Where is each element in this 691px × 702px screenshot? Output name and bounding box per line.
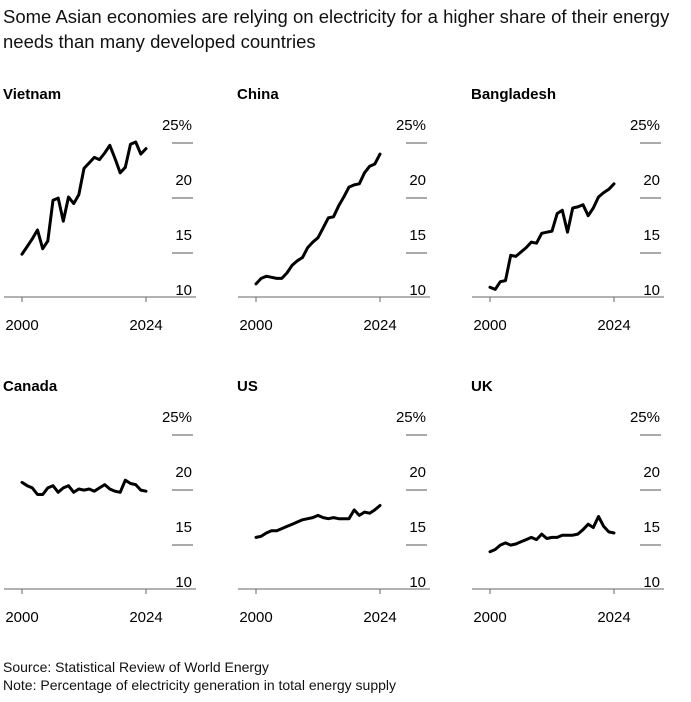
- y-tick-label: 25%: [630, 117, 660, 134]
- y-tick-label: 20: [409, 172, 426, 189]
- y-tick-label: 20: [409, 464, 426, 481]
- source-text: Source: Statistical Review of World Ener…: [3, 659, 269, 675]
- panel-title: Bangladesh: [471, 86, 556, 103]
- panel-title: UK: [471, 378, 493, 395]
- panel-title: China: [237, 86, 279, 103]
- y-tick-label: 15: [643, 227, 660, 244]
- y-tick-label: 25%: [396, 409, 426, 426]
- panel-canada: Canada 10 15 20 25% 2000 2024: [3, 378, 196, 626]
- panel-title: Canada: [3, 378, 58, 395]
- y-tick-label: 10: [643, 574, 660, 591]
- panel-title: Vietnam: [3, 86, 61, 103]
- footer: Source: Statistical Review of World Ener…: [3, 658, 396, 694]
- y-tick-label: 10: [175, 282, 192, 299]
- x-tick-label: 2000: [239, 317, 272, 334]
- y-tick-label: 20: [643, 172, 660, 189]
- y-tick-label: 20: [175, 464, 192, 481]
- note-text: Note: Percentage of electricity generati…: [3, 677, 397, 693]
- x-tick-label: 2000: [5, 609, 38, 626]
- panel-bangladesh: Bangladesh 10 15 20 25% 2000 2024: [471, 86, 664, 334]
- x-tick-label: 2024: [597, 609, 630, 626]
- panel-uk: UK 10 15 20 25% 2000 2024: [471, 378, 664, 626]
- x-tick-label: 2000: [473, 317, 506, 334]
- series-line-canada: [20, 478, 148, 496]
- y-tick-label: 25%: [162, 117, 192, 134]
- y-tick-label: 15: [643, 519, 660, 536]
- series-line-us: [254, 504, 382, 539]
- series-line-uk: [488, 515, 616, 554]
- y-tick-label: 25%: [630, 409, 660, 426]
- y-tick-label: 10: [409, 282, 426, 299]
- y-tick-label: 25%: [396, 117, 426, 134]
- y-tick-label: 10: [643, 282, 660, 299]
- y-tick-label: 15: [409, 519, 426, 536]
- series-line-vietnam: [20, 140, 148, 256]
- y-tick-label: 25%: [162, 409, 192, 426]
- series-line-china: [254, 152, 382, 286]
- x-tick-label: 2024: [129, 609, 162, 626]
- y-tick-label: 10: [409, 574, 426, 591]
- x-tick-label: 2024: [597, 317, 630, 334]
- y-tick-label: 15: [409, 227, 426, 244]
- x-tick-label: 2000: [5, 317, 38, 334]
- y-tick-label: 20: [643, 464, 660, 481]
- y-tick-label: 10: [175, 574, 192, 591]
- x-tick-label: 2000: [473, 609, 506, 626]
- x-tick-label: 2024: [129, 317, 162, 334]
- panel-vietnam: Vietnam 10 15 20 25% 2000 2024: [3, 86, 196, 334]
- y-tick-label: 20: [175, 172, 192, 189]
- series-line-bangladesh: [488, 182, 616, 291]
- y-tick-label: 15: [175, 519, 192, 536]
- panel-china: China 10 15 20 25% 2000 2024: [237, 86, 430, 334]
- y-tick-label: 15: [175, 227, 192, 244]
- panel-title: US: [237, 378, 258, 395]
- x-tick-label: 2024: [363, 609, 396, 626]
- x-tick-label: 2000: [239, 609, 272, 626]
- panel-us: US 10 15 20 25% 2000 2024: [237, 378, 430, 626]
- chart-title: Some Asian economies are relying on elec…: [3, 6, 670, 52]
- x-tick-label: 2024: [363, 317, 396, 334]
